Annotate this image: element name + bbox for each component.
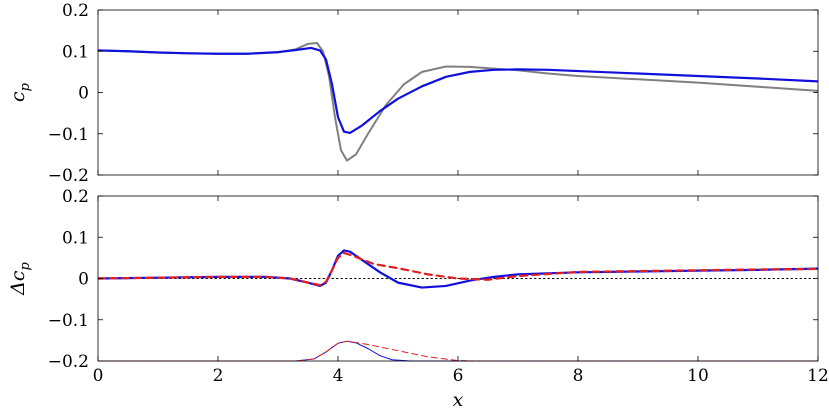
x-tick-label: 0: [93, 366, 104, 386]
series-group: [98, 249, 818, 362]
axes-frame: [97, 9, 819, 176]
y-tick-label: 0: [78, 84, 89, 104]
y-tick-label: −0.1: [48, 125, 89, 145]
x-axis-label: x: [453, 389, 464, 411]
series-line-1: [98, 46, 818, 135]
y-axis-label: Δc_pΔcp: [7, 261, 33, 295]
x-tick-label: 2: [213, 366, 224, 386]
series-line-1: [98, 249, 818, 289]
series-line-2: [98, 251, 818, 287]
y-tick-label: −0.2: [48, 352, 89, 372]
series-group: [98, 42, 818, 162]
x-tick-label: 8: [573, 366, 584, 386]
x-tick-label: 6: [453, 366, 464, 386]
y-tick-label: 0.1: [62, 228, 89, 248]
bottom-panel-delta-cp: 0 2 4 6 8 10 12 −0.2 −0.1 0 0.1 0.2 Δc_pΔcpx: [7, 187, 829, 411]
x-tick-label: 12: [807, 366, 829, 386]
y-tick-label: −0.1: [48, 311, 89, 331]
x-tick-label: 10: [687, 366, 709, 386]
series-line-0: [98, 42, 818, 162]
y-tick-label: 0.2: [62, 1, 89, 21]
top-panel-cp: −0.2 −0.1 0 0.1 0.2 c_pcp: [7, 1, 819, 186]
x-tick-label: 4: [333, 366, 344, 386]
y-tick-label: 0: [78, 270, 89, 290]
y-tick-label: 0.1: [62, 42, 89, 62]
y-tick-label: −0.2: [48, 166, 89, 186]
y-tick-label: 0.2: [62, 187, 89, 207]
y-axis-label: c_pcp: [7, 82, 33, 102]
